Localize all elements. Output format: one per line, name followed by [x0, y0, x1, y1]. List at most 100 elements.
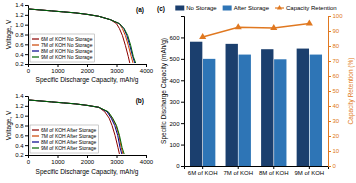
legend-swatch — [32, 135, 39, 136]
axis-line — [25, 6, 29, 65]
tick-label: 400 — [169, 78, 180, 84]
tick-label: 0.2 — [15, 61, 24, 67]
panel: 010002000300040000.20.40.60.81.01.21.4Sp… — [5, 2, 154, 84]
tick-label: 0.4 — [15, 52, 24, 58]
tick-mark — [117, 155, 118, 158]
x-axis: 01000200030004000 — [27, 155, 154, 165]
line — [28, 9, 135, 63]
tick: 70 — [328, 58, 340, 64]
tick-mark — [273, 166, 274, 169]
tick-label: 3000 — [110, 68, 124, 74]
tick: 100 — [328, 13, 343, 19]
tick-label: 80 — [333, 43, 340, 49]
y2-axis-title: Capacity Retention (%) — [347, 58, 355, 125]
tick: 0 — [328, 163, 337, 169]
panel-label: (a) — [136, 6, 144, 14]
tick-mark — [58, 64, 59, 67]
tick-mark — [328, 46, 331, 47]
tick-label: 1000 — [51, 159, 65, 165]
tick: 0.2 — [15, 61, 28, 67]
tick: 4000 — [140, 155, 154, 165]
tick: 4000 — [140, 64, 154, 74]
tick: 6M of KOH — [188, 166, 218, 176]
plot-area — [190, 19, 322, 166]
axis-line — [29, 156, 147, 159]
tick-mark — [181, 166, 184, 167]
tick: 20 — [328, 133, 340, 139]
tick: 200 — [169, 121, 184, 127]
tick-label: 20 — [333, 133, 340, 139]
tick-mark — [181, 37, 184, 38]
panel-label: (b) — [136, 97, 144, 105]
legend-item — [32, 51, 39, 52]
tick-label: 600 — [169, 35, 180, 41]
tick-label: 1.4 — [15, 93, 24, 99]
legend-item — [32, 130, 39, 131]
tick: 2000 — [81, 155, 95, 165]
bar — [261, 49, 273, 166]
tick: 0.8 — [15, 123, 28, 129]
tick: 500 — [169, 56, 184, 62]
panel: 010002000300040000.20.40.60.81.01.21.4Sp… — [5, 93, 154, 176]
legend: 6M of KOH After Storage7M of KOH After S… — [30, 125, 98, 153]
tick-label: 300 — [169, 99, 180, 105]
tick-mark — [328, 91, 331, 92]
axis-line — [329, 17, 332, 167]
tick: 30 — [328, 118, 340, 124]
tick-label: 70 — [333, 58, 340, 64]
tick-mark — [25, 54, 28, 55]
tick-label: 0.2 — [15, 152, 24, 158]
tick-mark — [146, 64, 147, 67]
line — [28, 100, 124, 154]
axis-line — [25, 97, 29, 156]
legend-swatch — [32, 38, 39, 39]
tick-mark — [328, 121, 331, 122]
tick-mark — [181, 145, 184, 146]
y2-axis: 0102030405060708090100 — [328, 13, 343, 169]
tick: 1.2 — [15, 12, 28, 18]
tick-mark — [328, 76, 331, 77]
tick-label: 0.8 — [15, 123, 24, 129]
legend-item — [32, 45, 39, 46]
legend-swatch — [32, 44, 39, 45]
legend-swatch — [32, 147, 39, 148]
tick-mark — [25, 5, 28, 6]
tick-mark — [328, 151, 331, 152]
tick: 60 — [328, 73, 340, 79]
tick-mark — [25, 25, 28, 26]
tick: 1.4 — [15, 2, 28, 8]
tick-label: 500 — [169, 56, 180, 62]
bar — [226, 44, 238, 166]
x-axis-title: Specific Discharge Capacity, mAh/g — [36, 168, 139, 176]
legend-frame — [30, 34, 94, 62]
x-axis-title: Specific Discharge Capacity, mAh/g — [36, 76, 139, 84]
tick-mark — [117, 64, 118, 67]
tick-mark — [202, 166, 203, 169]
tick-mark — [25, 116, 28, 117]
tick-label: 100 — [333, 13, 344, 19]
line — [203, 24, 310, 38]
tick: 100 — [169, 142, 184, 148]
legend-item — [32, 57, 39, 58]
tick: 0.6 — [15, 42, 28, 48]
tick-mark — [328, 16, 331, 17]
tick-label: 40 — [333, 103, 340, 109]
chart: 010002000300040000.20.40.60.81.01.21.4Sp… — [0, 0, 356, 183]
tick-mark — [25, 106, 28, 107]
tick-mark — [25, 35, 28, 36]
tick: 1.4 — [15, 93, 28, 99]
line — [28, 100, 119, 154]
line — [28, 9, 136, 63]
tick-label: 0.6 — [15, 42, 24, 48]
tick-mark — [25, 64, 28, 65]
x-axis: 6M of KOH7M of KOH8M of KOH9M of KOH — [185, 166, 329, 176]
tick: 80 — [328, 43, 340, 49]
marker — [270, 24, 277, 30]
tick-label: 4000 — [140, 68, 154, 74]
axis-line — [185, 167, 329, 170]
tick: 400 — [169, 78, 184, 84]
tick-label: 1000 — [51, 68, 65, 74]
legend-label: Capacity Retention — [286, 5, 337, 11]
legend-marker — [277, 5, 282, 10]
tick: 7M of KOH — [223, 166, 253, 176]
